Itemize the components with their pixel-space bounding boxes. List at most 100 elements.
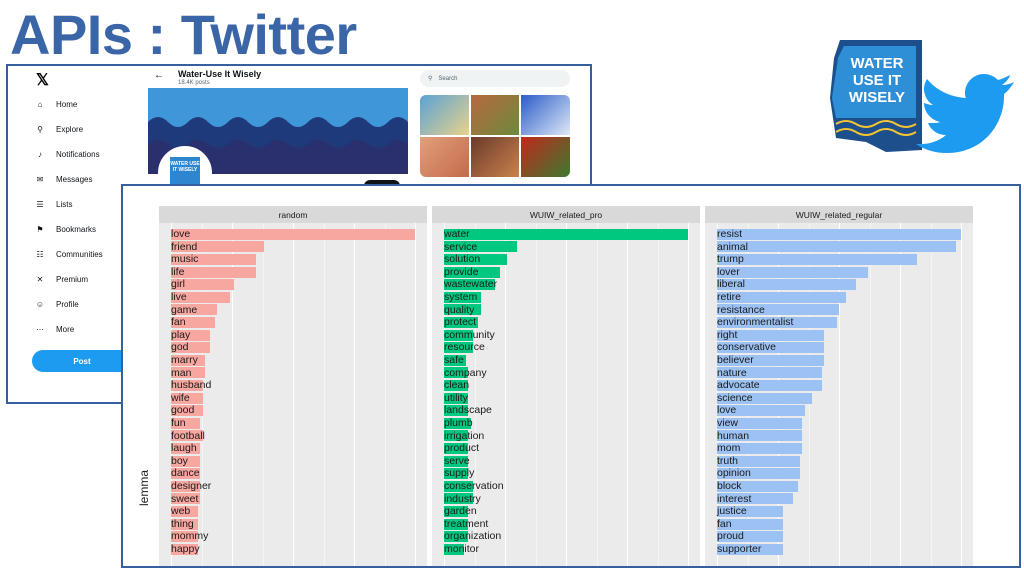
sidebar-item-label: Notifications [56, 149, 100, 159]
media-tile[interactable] [521, 137, 570, 177]
bar [171, 480, 201, 492]
bar-label: utility [444, 391, 468, 404]
bar [717, 367, 822, 379]
bar-label: serve [444, 454, 470, 467]
bar-label: quality [444, 303, 475, 316]
bar-label: game [171, 303, 198, 316]
bar [717, 291, 847, 303]
sidebar-item-communities[interactable]: ☷ Communities [34, 245, 103, 263]
bar [171, 380, 203, 391]
bar [444, 493, 474, 505]
search-input[interactable]: ⚲ Search [420, 70, 570, 87]
bar-label: girl [171, 278, 186, 291]
bar-label: resource [444, 341, 485, 354]
bar-label: view [717, 417, 739, 429]
bar-label: designer [171, 480, 212, 492]
bar-label: resistance [717, 303, 765, 316]
media-grid [420, 95, 570, 177]
bar [717, 430, 803, 442]
bar-label: conservative [717, 341, 776, 354]
bar [717, 531, 783, 543]
bar-label: man [171, 366, 192, 379]
y-axis-label: lemma [137, 469, 151, 506]
media-tile[interactable] [470, 137, 520, 177]
bar-label: retire [717, 291, 741, 303]
bar-label: protect [444, 316, 477, 329]
sidebar-item-more[interactable]: ⋯ More [34, 320, 74, 338]
sidebar-item-lists[interactable]: ☰ Lists [34, 195, 72, 213]
bar [444, 455, 469, 467]
bar-label: marry [171, 354, 198, 366]
media-tile[interactable] [521, 95, 570, 135]
bar-label: industry [444, 492, 481, 505]
bar-label: love [171, 228, 191, 240]
bar [171, 417, 201, 429]
x-logo-icon[interactable]: 𝕏 [36, 72, 49, 89]
bar [171, 455, 201, 467]
gridline [384, 223, 386, 566]
sidebar-item-label: Communities [56, 249, 103, 259]
sidebar-item-label: Profile [56, 299, 79, 309]
bar [171, 468, 201, 480]
sidebar-item-profile[interactable]: ☺ Profile [34, 295, 79, 313]
bar-label: justice [717, 505, 747, 518]
facet-plot-area: resist animal trump lover liberal retire resis… [705, 223, 973, 566]
sidebar-item-label: Messages [56, 174, 93, 184]
bar [717, 266, 869, 278]
bar [717, 380, 822, 391]
sidebar-item-label: More [56, 324, 75, 334]
bar-label: fan [717, 517, 732, 530]
bar-label: web [171, 505, 191, 518]
list-icon: ☰ [36, 199, 44, 209]
gridline [657, 223, 659, 566]
sidebar-item-premium[interactable]: ✕ Premium [34, 270, 88, 288]
media-tile[interactable] [420, 137, 469, 177]
sidebar-item-notifications[interactable]: ♪ Notifications [34, 145, 100, 163]
bar-label: mom [717, 442, 741, 455]
gridline [596, 223, 598, 566]
facet-title: WUIW_related_regular [705, 206, 973, 223]
media-tile[interactable] [470, 95, 520, 135]
bar [171, 392, 203, 404]
gridline [262, 223, 264, 566]
bar-label: right [717, 328, 738, 341]
bar [171, 493, 201, 505]
twitter-sidebar: 𝕏 ⌂ Home ⚲ Explore ♪ Notifications ✉ Messages ☰ L… [8, 66, 138, 402]
bar-label: monitor [444, 543, 480, 555]
back-arrow-icon[interactable]: ← [154, 70, 164, 81]
sidebar-item-bookmarks[interactable]: ⚑ Bookmarks [34, 220, 96, 238]
bar [171, 342, 211, 354]
bar-label: clean [444, 379, 470, 392]
bar [717, 443, 803, 454]
twitter-bird-icon [916, 74, 1014, 153]
post-button[interactable]: Post [32, 350, 132, 372]
bar-label: service [444, 240, 478, 253]
facet-title: random [159, 206, 427, 223]
media-tile[interactable] [420, 95, 469, 135]
bar [171, 317, 215, 328]
bar-label: lover [717, 265, 740, 278]
bar [444, 354, 466, 366]
sidebar-item-home[interactable]: ⌂ Home [34, 95, 78, 113]
bar [717, 518, 783, 530]
bar-label: company [444, 366, 487, 379]
sidebar-item-label: Bookmarks [56, 224, 97, 234]
bar-label: organization [444, 530, 502, 543]
bar-label: sweet [171, 492, 199, 505]
gridline [323, 223, 325, 566]
bar-label: good [171, 404, 195, 417]
bar [717, 392, 813, 404]
bar [444, 279, 496, 291]
bar-label: wastewater [444, 278, 498, 291]
bar [444, 342, 474, 354]
more-icon: ⋯ [36, 324, 44, 334]
bar-label: thing [171, 517, 194, 530]
sidebar-item-explore[interactable]: ⚲ Explore [34, 120, 83, 138]
slide-title: APIs : Twitter [10, 3, 357, 66]
bar-label: laugh [171, 442, 197, 455]
bar-label: environmentalist [717, 316, 794, 329]
sidebar-item-label: Home [56, 99, 78, 109]
bar-label: football [171, 429, 205, 442]
sidebar-item-messages[interactable]: ✉ Messages [34, 170, 93, 188]
bar [717, 304, 839, 316]
